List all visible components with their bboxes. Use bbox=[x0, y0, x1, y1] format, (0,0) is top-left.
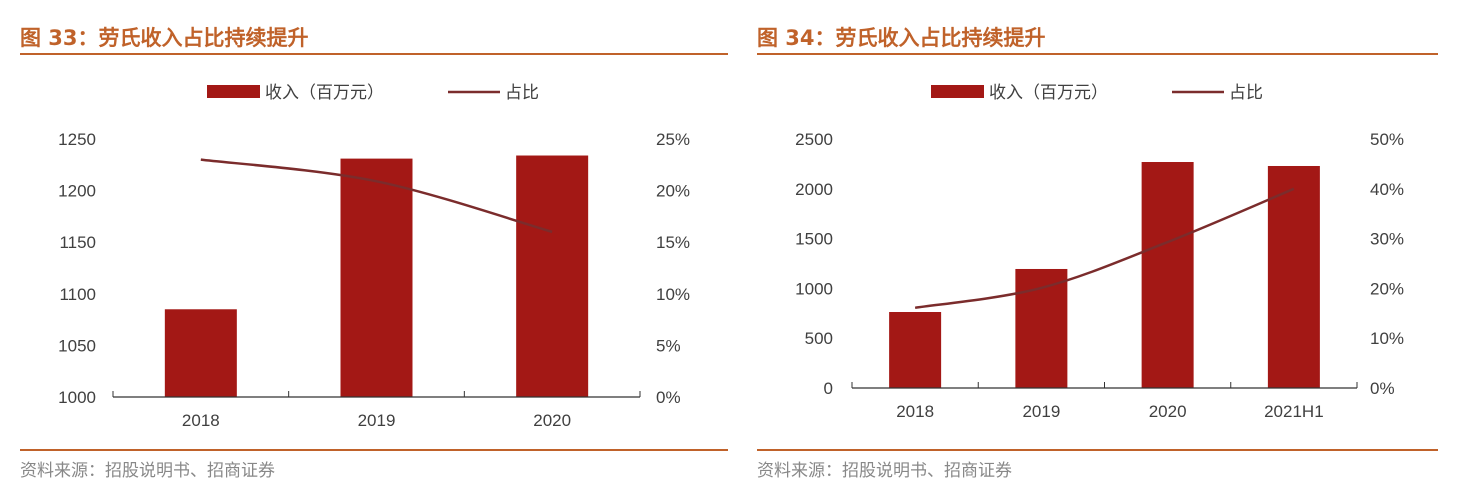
y-tick-label: 1500 bbox=[795, 230, 833, 249]
chart-title: 图 34：劳氏收入占比持续提升 bbox=[757, 26, 1046, 50]
bar-2020 bbox=[1141, 162, 1194, 388]
legend-bar-label: 收入（百万元） bbox=[265, 83, 384, 102]
y-tick-label: 1250 bbox=[58, 130, 96, 149]
y2-tick-label: 50% bbox=[1370, 130, 1404, 149]
y2-tick-label: 40% bbox=[1370, 180, 1404, 199]
bar-2020 bbox=[516, 155, 589, 397]
footer-rule bbox=[20, 449, 728, 451]
title-rule bbox=[757, 53, 1438, 55]
bar-2019 bbox=[340, 158, 413, 397]
x-tick-label: 2018 bbox=[896, 402, 934, 421]
x-tick-label: 2020 bbox=[1149, 402, 1187, 421]
y-tick-label: 500 bbox=[805, 329, 833, 348]
footer-rule bbox=[757, 449, 1438, 451]
chart-panel-33: 图 33：劳氏收入占比持续提升 资料来源：招股说明书、招商证券 bbox=[20, 0, 728, 495]
legend-bar-swatch bbox=[931, 85, 984, 98]
x-tick-label: 2021H1 bbox=[1264, 402, 1324, 421]
legend-bar-swatch bbox=[207, 85, 260, 98]
legend-line-label: 占比 bbox=[1229, 83, 1263, 102]
y2-tick-label: 15% bbox=[656, 233, 690, 252]
y2-tick-label: 0% bbox=[1370, 379, 1395, 398]
y-tick-label: 1050 bbox=[58, 336, 96, 355]
y-tick-label: 1000 bbox=[795, 279, 833, 298]
x-tick-label: 2018 bbox=[182, 411, 220, 430]
y-tick-label: 1100 bbox=[59, 285, 96, 304]
y2-tick-label: 25% bbox=[656, 130, 690, 149]
source-note: 资料来源：招股说明书、招商证券 bbox=[20, 461, 275, 481]
y-tick-label: 2000 bbox=[795, 180, 833, 199]
y-tick-label: 1150 bbox=[59, 233, 96, 252]
y2-tick-label: 10% bbox=[1370, 329, 1404, 348]
bar-2018 bbox=[889, 312, 942, 388]
y2-tick-label: 20% bbox=[656, 182, 690, 201]
legend-line-label: 占比 bbox=[505, 83, 539, 102]
x-tick-label: 2020 bbox=[533, 411, 571, 430]
x-tick-label: 2019 bbox=[1022, 402, 1060, 421]
y-tick-label: 2500 bbox=[795, 130, 833, 149]
y2-tick-label: 10% bbox=[656, 285, 690, 304]
x-tick-label: 2019 bbox=[358, 411, 396, 430]
source-note: 资料来源：招股说明书、招商证券 bbox=[757, 461, 1012, 481]
title-rule bbox=[20, 53, 728, 55]
share-line bbox=[914, 187, 1295, 310]
chart-panel-34: 图 34：劳氏收入占比持续提升 资料来源：招股说明书、招商证券 bbox=[757, 0, 1438, 495]
y2-tick-label: 20% bbox=[1370, 279, 1404, 298]
y2-tick-label: 0% bbox=[656, 388, 681, 407]
legend-bar-label: 收入（百万元） bbox=[989, 83, 1108, 102]
y2-tick-label: 30% bbox=[1370, 230, 1404, 249]
bar-2018 bbox=[164, 309, 237, 397]
chart-title: 图 33：劳氏收入占比持续提升 bbox=[20, 26, 309, 50]
y-tick-label: 0 bbox=[824, 379, 833, 398]
y-tick-label: 1000 bbox=[58, 388, 96, 407]
bar-2021H1 bbox=[1267, 165, 1320, 388]
y2-tick-label: 5% bbox=[656, 336, 681, 355]
y-tick-label: 1200 bbox=[58, 182, 96, 201]
